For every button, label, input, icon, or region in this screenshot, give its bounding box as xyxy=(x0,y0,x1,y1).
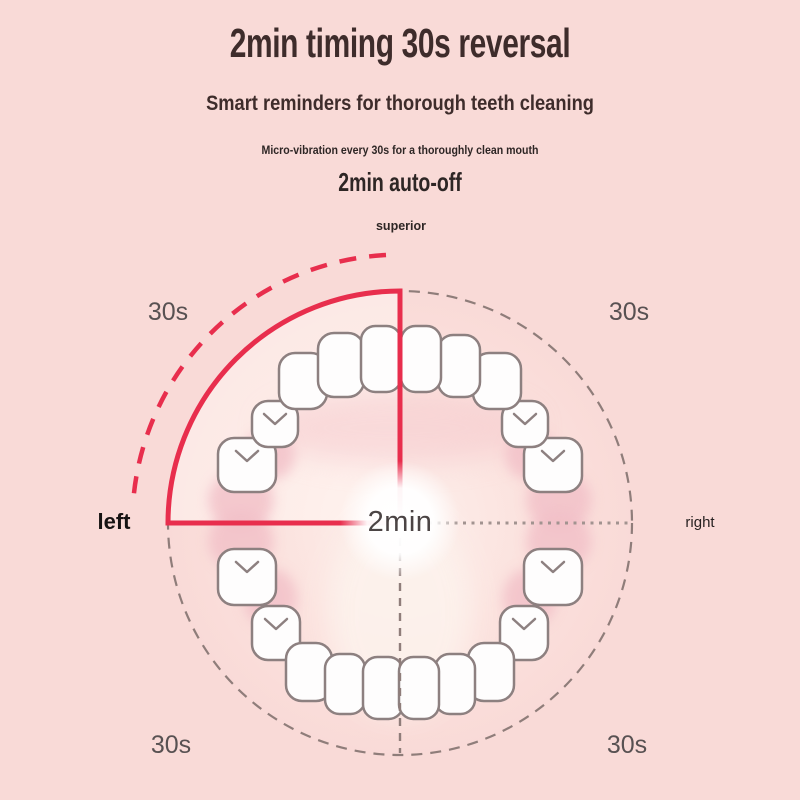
active-quadrant-outline xyxy=(165,288,403,526)
auto-off-label: 2min auto-off xyxy=(338,167,462,197)
tooth xyxy=(361,655,405,721)
tooth-groove xyxy=(540,449,566,463)
tooth-groove xyxy=(540,560,566,574)
segment-label-bottom-left: 30s xyxy=(151,731,191,759)
tooth xyxy=(216,547,278,607)
tooth-groove xyxy=(234,449,260,463)
page-title: 2min timing 30s reversal xyxy=(229,20,571,66)
segment-label-bottom-right: 30s xyxy=(607,731,647,759)
center-time-label: 2min xyxy=(368,506,433,538)
left-label: left xyxy=(98,509,132,534)
tooth xyxy=(436,333,482,399)
tooth xyxy=(522,547,584,607)
right-label: right xyxy=(685,514,715,531)
center-blob xyxy=(340,461,460,581)
sweep-progress-arc xyxy=(130,252,387,505)
tooth xyxy=(216,436,278,494)
tooth-groove xyxy=(511,617,537,631)
tooth xyxy=(522,436,584,494)
superior-label: superior xyxy=(376,219,426,233)
tooth xyxy=(359,324,403,394)
tooth xyxy=(399,324,443,394)
tooth-groove xyxy=(263,617,289,631)
feature-note: Micro-vibration every 30s for a thorough… xyxy=(261,145,539,157)
tooth xyxy=(316,331,366,399)
tooth xyxy=(433,652,477,716)
tooth-groove xyxy=(262,412,288,426)
page-subtitle: Smart reminders for thorough teeth clean… xyxy=(206,92,594,115)
teeth-layer xyxy=(216,324,584,721)
tooth-groove xyxy=(234,560,260,574)
segment-label-top-left: 30s xyxy=(148,298,188,326)
segment-label-top-right: 30s xyxy=(609,298,649,326)
tooth xyxy=(323,652,367,716)
tooth xyxy=(397,655,441,721)
tooth-groove xyxy=(512,412,538,426)
